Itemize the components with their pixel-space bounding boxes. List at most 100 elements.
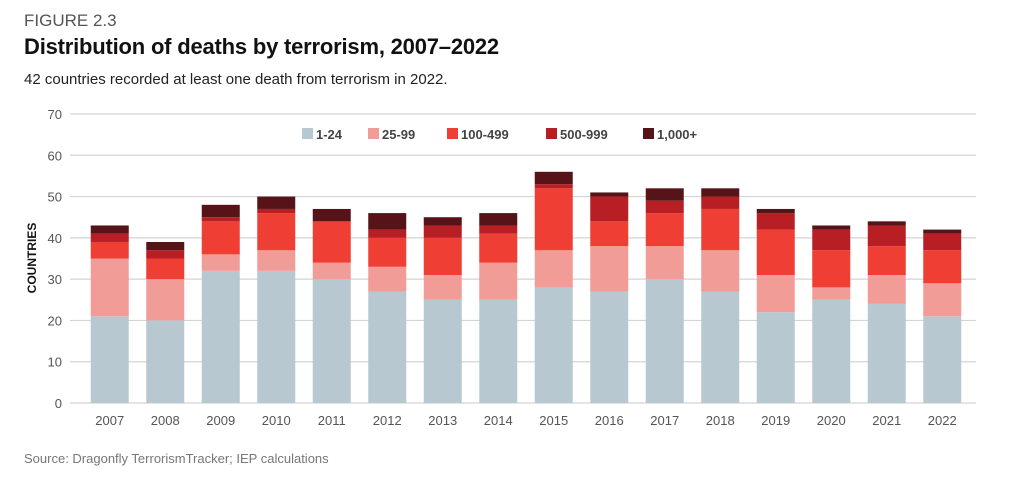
figure-label: FIGURE 2.3 [24, 11, 117, 30]
bar-segment-500-999 [368, 229, 407, 238]
bar-segment-1-24 [312, 279, 351, 403]
bar-segment-1-24 [146, 320, 185, 403]
y-tick-label: 0 [55, 396, 62, 411]
bar-segment-100-499 [201, 221, 240, 255]
source-note: Source: Dragonfly TerrorismTracker; IEP … [24, 451, 329, 466]
bar-segment-1-24 [923, 316, 962, 403]
legend-swatch [368, 128, 379, 139]
bar-segment-1-24 [368, 291, 407, 403]
legend-label: 25-99 [382, 127, 415, 142]
bar-segment-100-499 [479, 233, 518, 263]
x-tick-label: 2014 [484, 413, 513, 428]
bar-segment-25-99 [756, 275, 795, 313]
x-tick-label: 2022 [928, 413, 957, 428]
bar-segment-100-499 [312, 221, 351, 263]
bar-segment-100-499 [423, 237, 462, 276]
y-tick-label: 60 [48, 148, 62, 163]
bar-segment-25-99 [812, 287, 851, 300]
bar-segment-25-99 [479, 262, 518, 300]
bar-segment-100-499 [867, 246, 906, 276]
x-tick-label: 2017 [650, 413, 679, 428]
bar-segment-500-999 [867, 225, 906, 247]
bar-segment-1-000- [90, 225, 129, 234]
bar-segment-25-99 [701, 250, 740, 292]
bar-segment-1-24 [756, 312, 795, 403]
bar-segment-500-999 [257, 208, 296, 214]
bar-segment-1-24 [534, 287, 573, 403]
bar-segment-1-24 [90, 316, 129, 403]
chart-subtitle: 42 countries recorded at least one death… [24, 71, 448, 88]
bar-segment-500-999 [590, 196, 629, 222]
bar-segment-1-000- [423, 217, 462, 226]
bar-segment-1-000- [867, 221, 906, 226]
bar-segment-25-99 [257, 250, 296, 271]
bar-segment-500-999 [756, 213, 795, 230]
y-tick-label: 70 [48, 107, 62, 122]
bar-segment-1-000- [146, 241, 185, 251]
bar-segment-1-000- [201, 204, 240, 218]
legend-swatch [447, 128, 458, 139]
bar-segment-1-24 [645, 279, 684, 403]
x-tick-label: 2015 [539, 413, 568, 428]
bar-segment-1-24 [812, 299, 851, 403]
x-tick-label: 2009 [206, 413, 235, 428]
bar-segment-1-24 [479, 299, 518, 403]
bar-segment-25-99 [534, 250, 573, 288]
bar-segment-1-24 [257, 270, 296, 403]
bar-segment-100-499 [257, 213, 296, 251]
bar-segment-1-000- [701, 188, 740, 197]
bar-segment-500-999 [534, 184, 573, 189]
bar-segment-25-99 [923, 283, 962, 317]
y-tick-label: 10 [48, 355, 62, 370]
bar-segment-500-999 [146, 250, 185, 259]
bar-segment-1-24 [423, 299, 462, 403]
y-axis-label: COUNTRIES [25, 223, 39, 294]
legend-swatch [643, 128, 654, 139]
bar-segment-25-99 [146, 279, 185, 321]
bar-segment-100-499 [812, 250, 851, 288]
bar-segment-100-499 [146, 258, 185, 280]
legend-label: 1,000+ [657, 127, 698, 142]
legend-label: 500-999 [560, 127, 608, 142]
legend-swatch [302, 128, 313, 139]
bar-segment-1-24 [590, 291, 629, 403]
bar-segment-1-000- [312, 208, 351, 222]
bar-segment-1-24 [701, 291, 740, 403]
bar-segment-500-999 [90, 233, 129, 242]
bar-segment-1-000- [756, 208, 795, 214]
x-tick-label: 2019 [761, 413, 790, 428]
bar-segment-100-499 [90, 241, 129, 259]
bar-segment-500-999 [923, 233, 962, 251]
y-tick-label: 50 [48, 190, 62, 205]
bar-segment-1-000- [368, 213, 407, 230]
bar-segment-500-999 [701, 196, 740, 209]
bar-segment-1-000- [257, 196, 296, 209]
x-tick-label: 2010 [262, 413, 291, 428]
bar-segment-100-499 [645, 213, 684, 247]
bar-segment-100-499 [923, 250, 962, 284]
bar-segment-1-000- [812, 225, 851, 230]
legend-swatch [546, 128, 557, 139]
bar-segment-1-24 [201, 270, 240, 403]
legend-label: 100-499 [461, 127, 509, 142]
legend-label: 1-24 [316, 127, 343, 142]
bar-segment-1-000- [923, 229, 962, 234]
bar-segment-1-000- [645, 188, 684, 201]
x-tick-label: 2018 [706, 413, 735, 428]
bar-segment-25-99 [368, 266, 407, 292]
bar-segment-500-999 [479, 225, 518, 234]
bar-segment-1-000- [590, 192, 629, 197]
bar-segment-500-999 [201, 217, 240, 222]
x-tick-label: 2020 [817, 413, 846, 428]
x-tick-label: 2012 [373, 413, 402, 428]
bar-segment-100-499 [368, 237, 407, 267]
x-tick-label: 2008 [151, 413, 180, 428]
bar-segment-500-999 [423, 225, 462, 238]
bar-segment-25-99 [312, 262, 351, 280]
y-tick-label: 20 [48, 313, 62, 328]
x-tick-label: 2011 [318, 413, 346, 428]
bar-segment-25-99 [645, 246, 684, 280]
y-tick-label: 40 [48, 231, 62, 246]
x-tick-label: 2021 [872, 413, 901, 428]
